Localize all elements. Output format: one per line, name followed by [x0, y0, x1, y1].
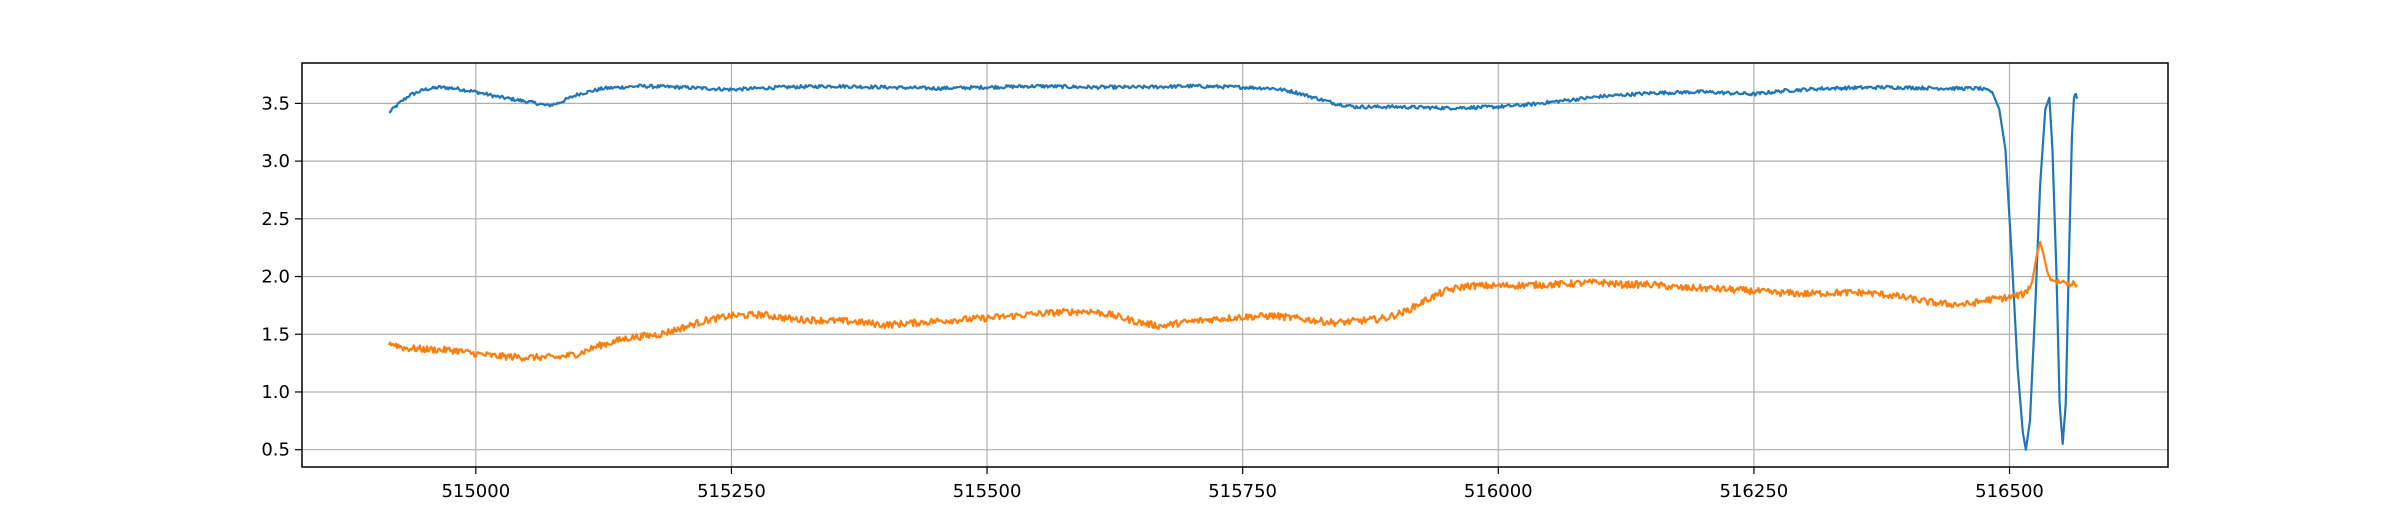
series-line-1 [388, 83, 2079, 451]
x-tick-label: 515500 [953, 481, 1022, 502]
y-tick-label: 2.0 [261, 267, 290, 288]
x-tick-label: 516000 [1464, 481, 1533, 502]
y-tick-label: 2.5 [261, 209, 290, 230]
x-tick-label: 515750 [1208, 481, 1277, 502]
series-line-2 [387, 240, 2078, 362]
series-group [387, 83, 2079, 451]
x-tick-label: 515250 [697, 481, 766, 502]
grid [302, 63, 2168, 467]
x-tick-label: 515000 [441, 481, 510, 502]
x-axis: 515000 515250 515500 515750 516000 516250 5165… [441, 467, 2044, 502]
y-tick-label: 3.0 [261, 151, 290, 172]
y-tick-label: 1.5 [261, 324, 290, 345]
y-tick-label: 0.5 [261, 440, 290, 461]
axes-frame [301, 62, 2169, 468]
x-tick-label: 516250 [1720, 481, 1789, 502]
y-axis: 0.5 1.0 1.5 2.0 2.5 3.0 3.5 [261, 93, 302, 461]
y-tick-label: 1.0 [261, 382, 290, 403]
x-tick-label: 516500 [1975, 481, 2044, 502]
y-tick-label: 3.5 [261, 93, 290, 114]
